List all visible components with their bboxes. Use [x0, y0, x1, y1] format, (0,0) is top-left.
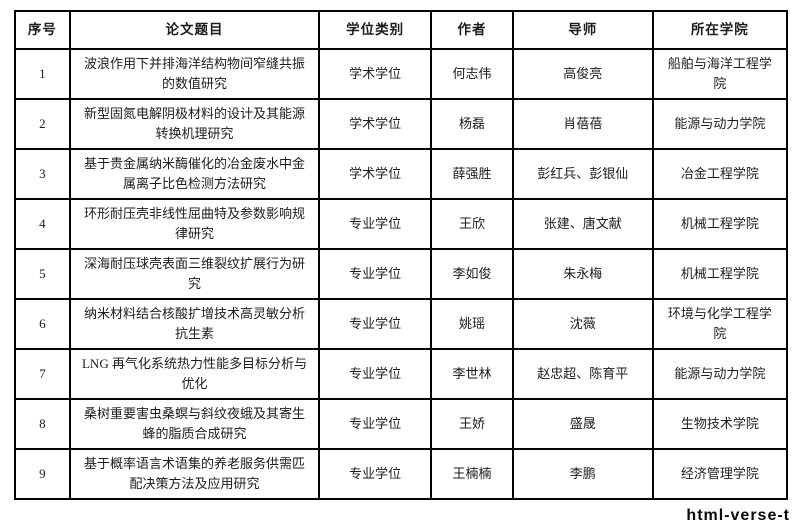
cell-college: 机械工程学院	[651, 198, 789, 250]
table-row: 1 波浪作用下并排海洋结构物间窄缝共振的数值研究 学术学位 何志伟 高俊亮 船舶…	[14, 48, 789, 100]
header-college: 所在学院	[651, 10, 789, 50]
cell-college: 经济管理学院	[651, 448, 789, 500]
cell-advisor: 沈薇	[511, 298, 654, 350]
table-row: 8 桑树重要害虫桑螟与斜纹夜蛾及其寄生蜂的脂质合成研究 专业学位 王娇 盛晟 生…	[14, 398, 789, 450]
cell-degree-type: 学术学位	[318, 98, 433, 150]
cell-college: 能源与动力学院	[651, 98, 789, 150]
cell-college: 冶金工程学院	[651, 148, 789, 200]
cell-degree-type: 专业学位	[318, 248, 433, 300]
cell-advisor: 彭红兵、彭银仙	[511, 148, 654, 200]
cell-title: LNG 再气化系统热力性能多目标分析与优化	[68, 348, 321, 400]
cell-college: 生物技术学院	[651, 398, 789, 450]
cell-author: 李如俊	[430, 248, 514, 300]
table-row: 9 基于概率语言术语集的养老服务供需匹配决策方法及应用研究 专业学位 王楠楠 李…	[14, 448, 789, 500]
header-author: 作者	[430, 10, 514, 50]
cell-author: 王娇	[430, 398, 514, 450]
cell-college: 环境与化学工程学院	[651, 298, 789, 350]
header-degree-type: 学位类别	[318, 10, 433, 50]
cell-degree-type: 专业学位	[318, 198, 433, 250]
cell-college: 船舶与海洋工程学院	[651, 48, 789, 100]
cell-author: 李世林	[430, 348, 514, 400]
cell-college: 机械工程学院	[651, 248, 789, 300]
cell-author: 姚瑶	[430, 298, 514, 350]
table-row: 6 纳米材料结合核酸扩增技术高灵敏分析抗生素 专业学位 姚瑶 沈薇 环境与化学工…	[14, 298, 789, 350]
cell-degree-type: 专业学位	[318, 448, 433, 500]
cell-advisor: 肖蓓蓓	[511, 98, 654, 150]
table-row: 3 基于贵金属纳米酶催化的冶金废水中金属离子比色检测方法研究 学术学位 薛强胜 …	[14, 148, 789, 200]
header-title: 论文题目	[68, 10, 321, 50]
cell-no: 7	[14, 348, 71, 400]
cell-degree-type: 学术学位	[318, 148, 433, 200]
cell-title: 桑树重要害虫桑螟与斜纹夜蛾及其寄生蜂的脂质合成研究	[68, 398, 321, 450]
cell-no: 2	[14, 98, 71, 150]
cell-no: 5	[14, 248, 71, 300]
cell-advisor: 盛晟	[511, 398, 654, 450]
watermark: html-verse-t	[686, 507, 790, 524]
cell-author: 薛强胜	[430, 148, 514, 200]
cell-degree-type: 学术学位	[318, 48, 433, 100]
cell-title: 深海耐压球壳表面三维裂纹扩展行为研究	[68, 248, 321, 300]
thesis-table: 序号 论文题目 学位类别 作者 导师 所在学院 1 波浪作用下并排海洋结构物间窄…	[14, 10, 789, 500]
cell-college: 能源与动力学院	[651, 348, 789, 400]
cell-title: 基于概率语言术语集的养老服务供需匹配决策方法及应用研究	[68, 448, 321, 500]
cell-advisor: 张建、唐文献	[511, 198, 654, 250]
cell-title: 新型固氮电解阴极材料的设计及其能源转换机理研究	[68, 98, 321, 150]
cell-advisor: 朱永梅	[511, 248, 654, 300]
cell-no: 9	[14, 448, 71, 500]
cell-advisor: 赵忠超、陈育平	[511, 348, 654, 400]
cell-degree-type: 专业学位	[318, 398, 433, 450]
cell-title: 基于贵金属纳米酶催化的冶金废水中金属离子比色检测方法研究	[68, 148, 321, 200]
cell-title: 环形耐压壳非线性屈曲特及参数影响规律研究	[68, 198, 321, 250]
cell-advisor: 高俊亮	[511, 48, 654, 100]
header-no: 序号	[14, 10, 71, 50]
document-page: 序号 论文题目 学位类别 作者 导师 所在学院 1 波浪作用下并排海洋结构物间窄…	[14, 10, 789, 500]
cell-author: 王楠楠	[430, 448, 514, 500]
table-row: 2 新型固氮电解阴极材料的设计及其能源转换机理研究 学术学位 杨磊 肖蓓蓓 能源…	[14, 98, 789, 150]
table-row: 5 深海耐压球壳表面三维裂纹扩展行为研究 专业学位 李如俊 朱永梅 机械工程学院	[14, 248, 789, 300]
cell-no: 4	[14, 198, 71, 250]
table-row: 4 环形耐压壳非线性屈曲特及参数影响规律研究 专业学位 王欣 张建、唐文献 机械…	[14, 198, 789, 250]
cell-author: 何志伟	[430, 48, 514, 100]
cell-no: 6	[14, 298, 71, 350]
table-row: 7 LNG 再气化系统热力性能多目标分析与优化 专业学位 李世林 赵忠超、陈育平…	[14, 348, 789, 400]
cell-author: 杨磊	[430, 98, 514, 150]
table-body: 1 波浪作用下并排海洋结构物间窄缝共振的数值研究 学术学位 何志伟 高俊亮 船舶…	[14, 48, 789, 500]
cell-no: 3	[14, 148, 71, 200]
cell-title: 波浪作用下并排海洋结构物间窄缝共振的数值研究	[68, 48, 321, 100]
cell-author: 王欣	[430, 198, 514, 250]
cell-title: 纳米材料结合核酸扩增技术高灵敏分析抗生素	[68, 298, 321, 350]
cell-degree-type: 专业学位	[318, 298, 433, 350]
header-row: 序号 论文题目 学位类别 作者 导师 所在学院	[14, 10, 789, 50]
cell-degree-type: 专业学位	[318, 348, 433, 400]
header-advisor: 导师	[511, 10, 654, 50]
cell-no: 1	[14, 48, 71, 100]
cell-no: 8	[14, 398, 71, 450]
cell-advisor: 李鹏	[511, 448, 654, 500]
